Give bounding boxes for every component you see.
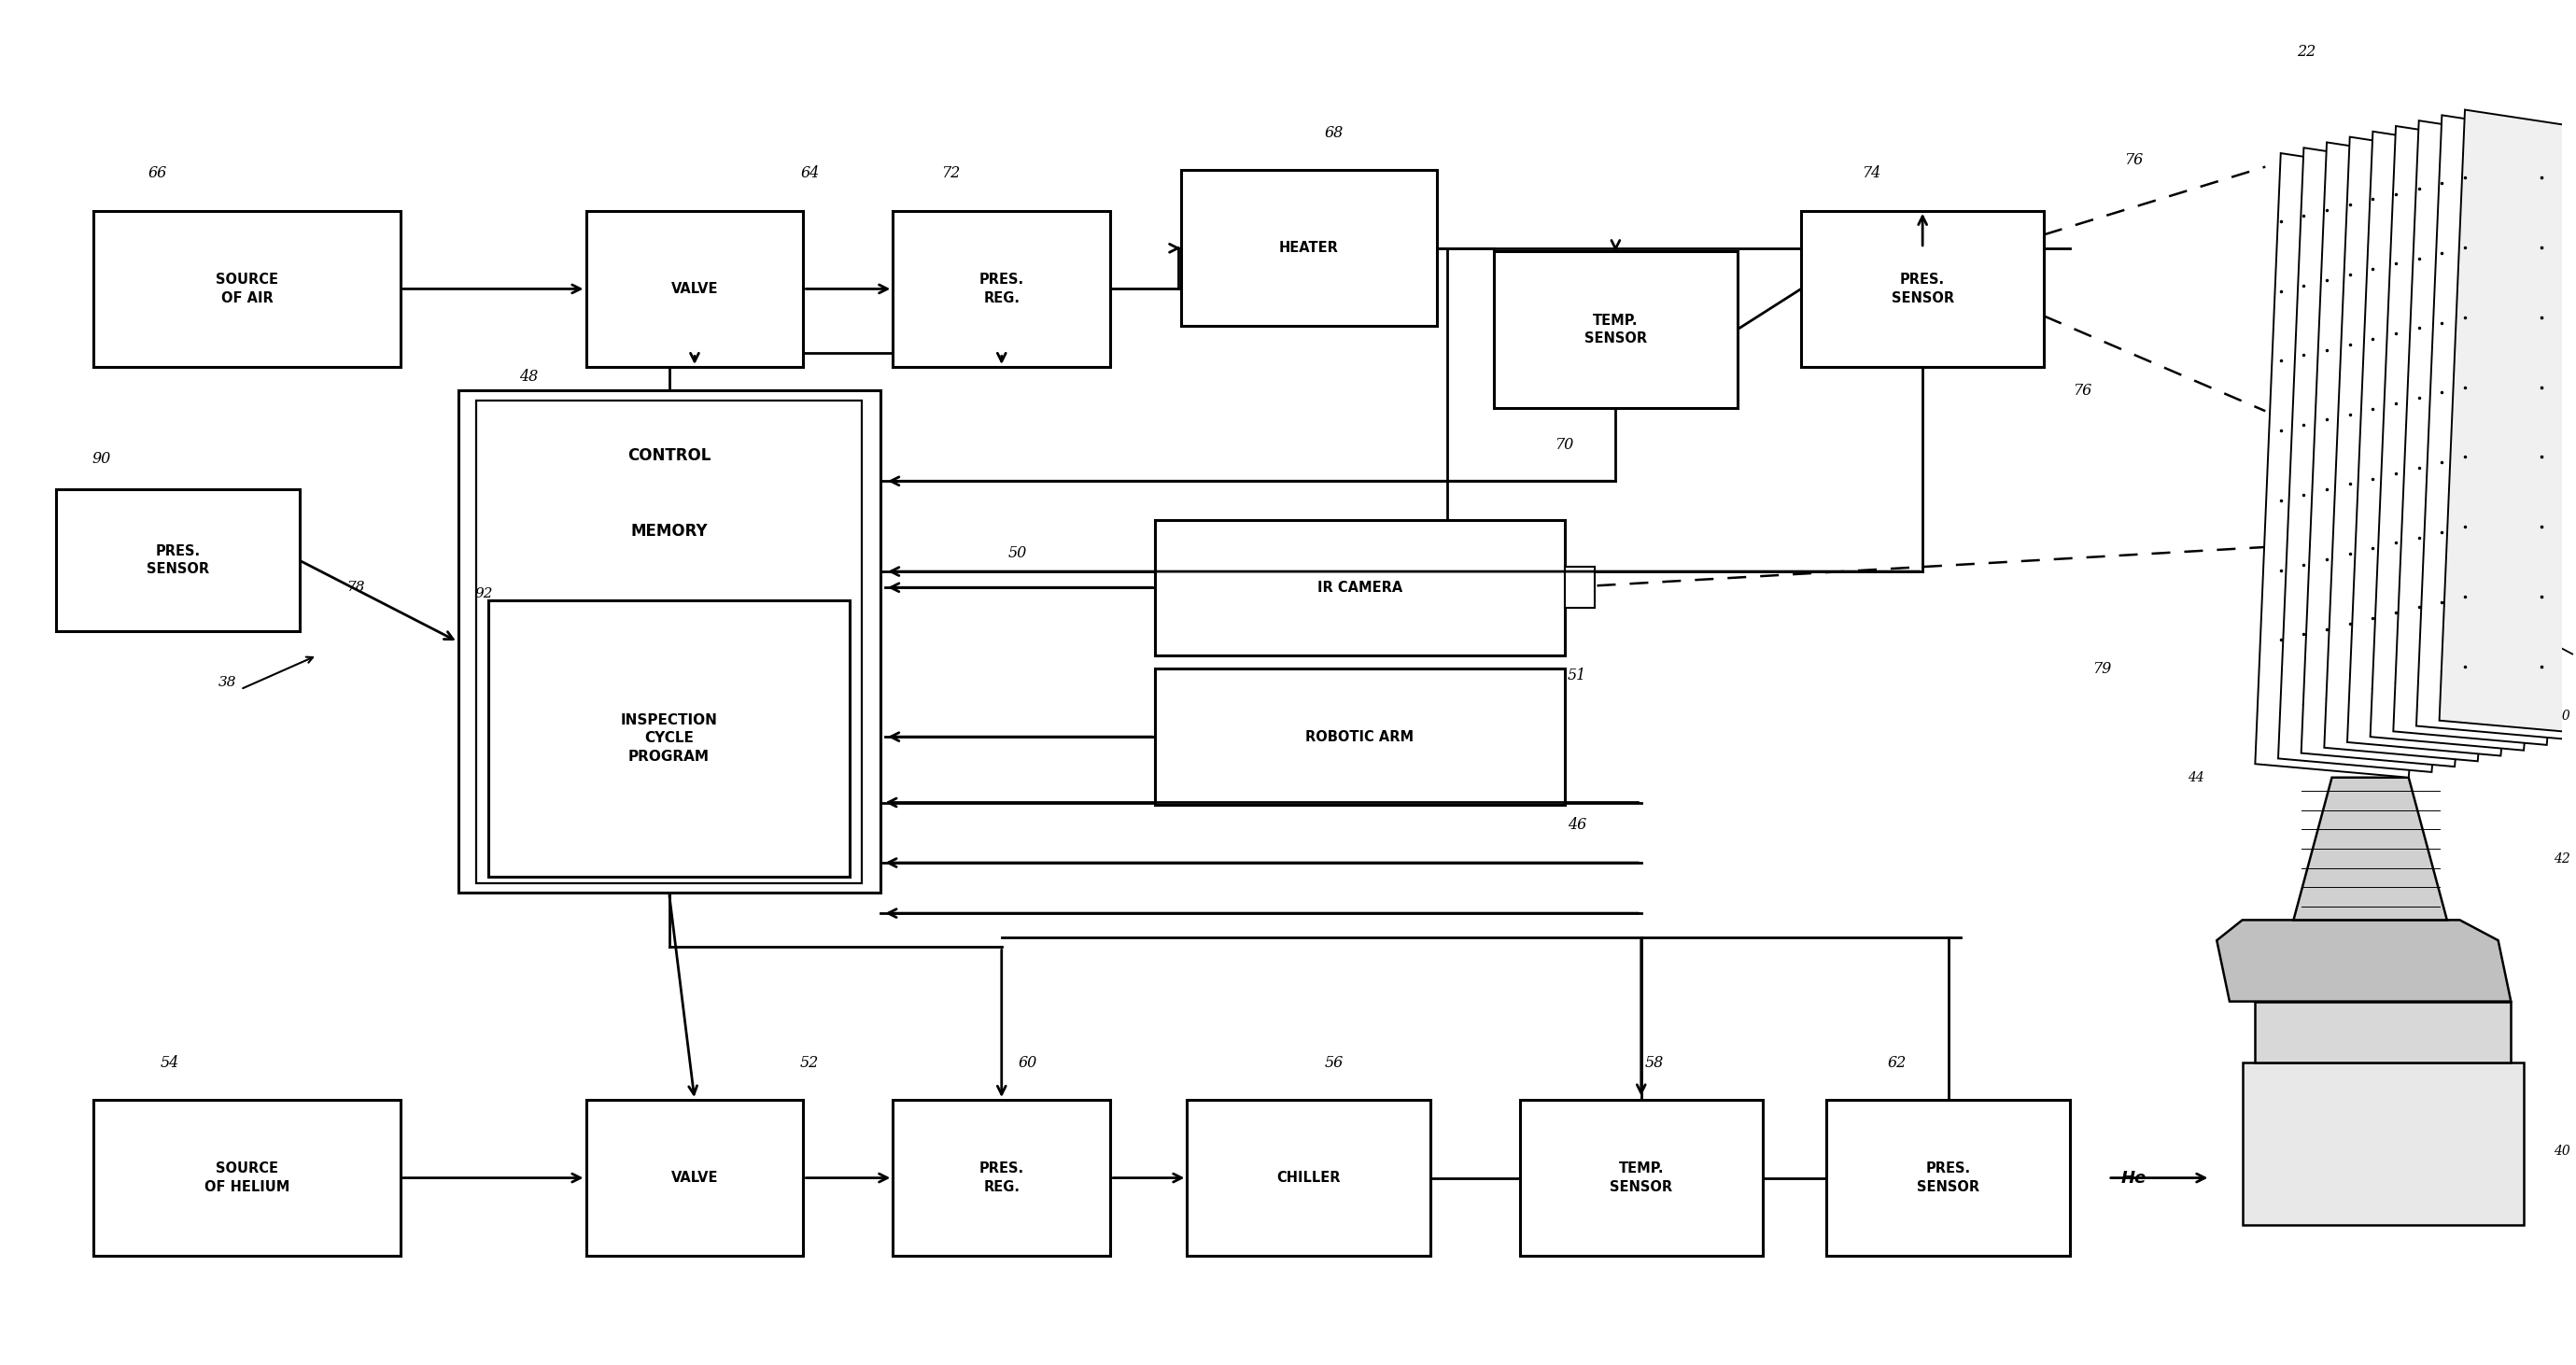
Bar <box>489 601 850 876</box>
Bar <box>585 210 804 367</box>
Text: TEMP.
SENSOR: TEMP. SENSOR <box>1584 314 1646 345</box>
Bar <box>894 210 1110 367</box>
Text: 76: 76 <box>2125 152 2143 168</box>
Text: SOURCE
OF HELIUM: SOURCE OF HELIUM <box>204 1162 289 1194</box>
Bar <box>93 210 399 367</box>
Text: 40: 40 <box>2553 1144 2571 1158</box>
Text: VALVE: VALVE <box>670 283 719 296</box>
Bar <box>1494 251 1736 408</box>
Text: 72: 72 <box>940 165 961 182</box>
Polygon shape <box>2277 147 2483 773</box>
Polygon shape <box>2218 920 2512 1002</box>
Text: CONTROL: CONTROL <box>629 448 711 464</box>
Bar <box>459 390 881 893</box>
Text: PRES.
SENSOR: PRES. SENSOR <box>1917 1162 1978 1194</box>
Text: 44: 44 <box>2187 771 2205 784</box>
Text: 58: 58 <box>1643 1055 1664 1070</box>
Text: 20: 20 <box>2553 710 2571 723</box>
Bar <box>2254 1002 2512 1062</box>
Text: 68: 68 <box>1324 124 1345 141</box>
Bar <box>477 400 863 883</box>
Bar <box>57 489 299 632</box>
Text: PRES.
SENSOR: PRES. SENSOR <box>147 545 209 576</box>
Text: 42: 42 <box>2553 852 2571 865</box>
Text: TEMP.
SENSOR: TEMP. SENSOR <box>1610 1162 1672 1194</box>
Text: He: He <box>2120 1170 2146 1186</box>
Text: VALVE: VALVE <box>670 1171 719 1185</box>
Polygon shape <box>2416 115 2576 740</box>
Text: CHILLER: CHILLER <box>1278 1171 1340 1185</box>
Bar <box>93 1100 399 1256</box>
Bar <box>1154 520 1564 655</box>
Text: 22: 22 <box>2298 44 2316 59</box>
Text: 48: 48 <box>518 369 538 385</box>
Text: ROBOTIC ARM: ROBOTIC ARM <box>1306 730 1414 744</box>
Bar <box>894 1100 1110 1256</box>
Bar <box>1188 1100 1430 1256</box>
Polygon shape <box>2324 136 2530 762</box>
Text: 50: 50 <box>1007 546 1028 561</box>
Bar <box>1564 566 1595 607</box>
Bar <box>1801 210 2045 367</box>
Text: 62: 62 <box>1888 1055 1906 1070</box>
Text: 74: 74 <box>1862 165 1880 182</box>
Bar <box>1826 1100 2069 1256</box>
Bar <box>585 1100 804 1256</box>
Text: SOURCE
OF AIR: SOURCE OF AIR <box>216 273 278 304</box>
Text: 70: 70 <box>1556 437 1574 453</box>
Text: 56: 56 <box>1324 1055 1345 1070</box>
Text: INSPECTION
CYCLE
PROGRAM: INSPECTION CYCLE PROGRAM <box>621 713 719 764</box>
Text: 60: 60 <box>1018 1055 1036 1070</box>
Text: 46: 46 <box>1569 818 1587 833</box>
Text: PRES.
REG.: PRES. REG. <box>979 1162 1025 1194</box>
Text: IR CAMERA: IR CAMERA <box>1316 580 1401 595</box>
Polygon shape <box>2293 778 2447 920</box>
Bar <box>2241 1062 2524 1226</box>
Polygon shape <box>2254 153 2460 778</box>
Text: PRES.
SENSOR: PRES. SENSOR <box>1891 273 1955 304</box>
Text: HEATER: HEATER <box>1278 242 1340 255</box>
Polygon shape <box>2300 142 2506 767</box>
Text: 78: 78 <box>348 581 366 594</box>
Bar <box>1154 669 1564 804</box>
Text: MEMORY: MEMORY <box>631 523 708 539</box>
Text: 92: 92 <box>474 587 492 601</box>
Text: 79: 79 <box>2092 661 2112 677</box>
Polygon shape <box>2439 109 2576 734</box>
Bar <box>1180 171 1437 326</box>
Bar <box>1520 1100 1762 1256</box>
Polygon shape <box>2347 131 2553 756</box>
Text: PRES.
REG.: PRES. REG. <box>979 273 1025 304</box>
Text: 52: 52 <box>801 1055 819 1070</box>
Text: 64: 64 <box>801 165 819 182</box>
Text: 66: 66 <box>147 165 167 182</box>
Text: 76: 76 <box>2074 382 2092 399</box>
Polygon shape <box>2370 126 2576 751</box>
Text: 54: 54 <box>160 1055 180 1070</box>
Text: 38: 38 <box>219 676 237 689</box>
Text: 90: 90 <box>93 450 111 467</box>
Polygon shape <box>2393 120 2576 745</box>
Text: 51: 51 <box>1569 667 1587 684</box>
Text: 24: 24 <box>2527 403 2545 419</box>
